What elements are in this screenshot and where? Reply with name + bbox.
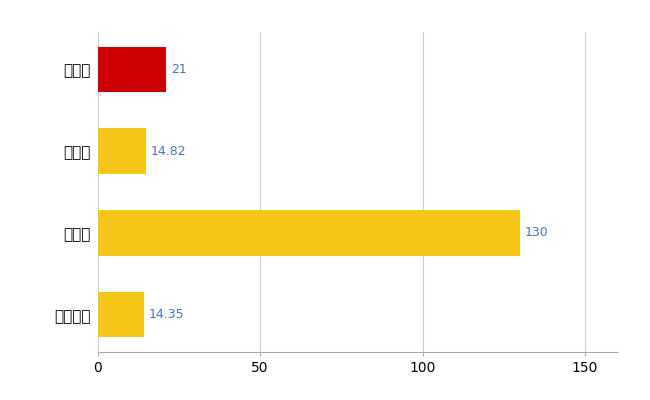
- Text: 21: 21: [170, 62, 187, 76]
- Bar: [98, 210, 520, 256]
- Text: 130: 130: [525, 226, 549, 240]
- Bar: [98, 46, 166, 92]
- Bar: [98, 292, 144, 338]
- Text: 14.82: 14.82: [151, 144, 186, 158]
- Text: 14.35: 14.35: [149, 308, 185, 322]
- Bar: [98, 128, 146, 174]
